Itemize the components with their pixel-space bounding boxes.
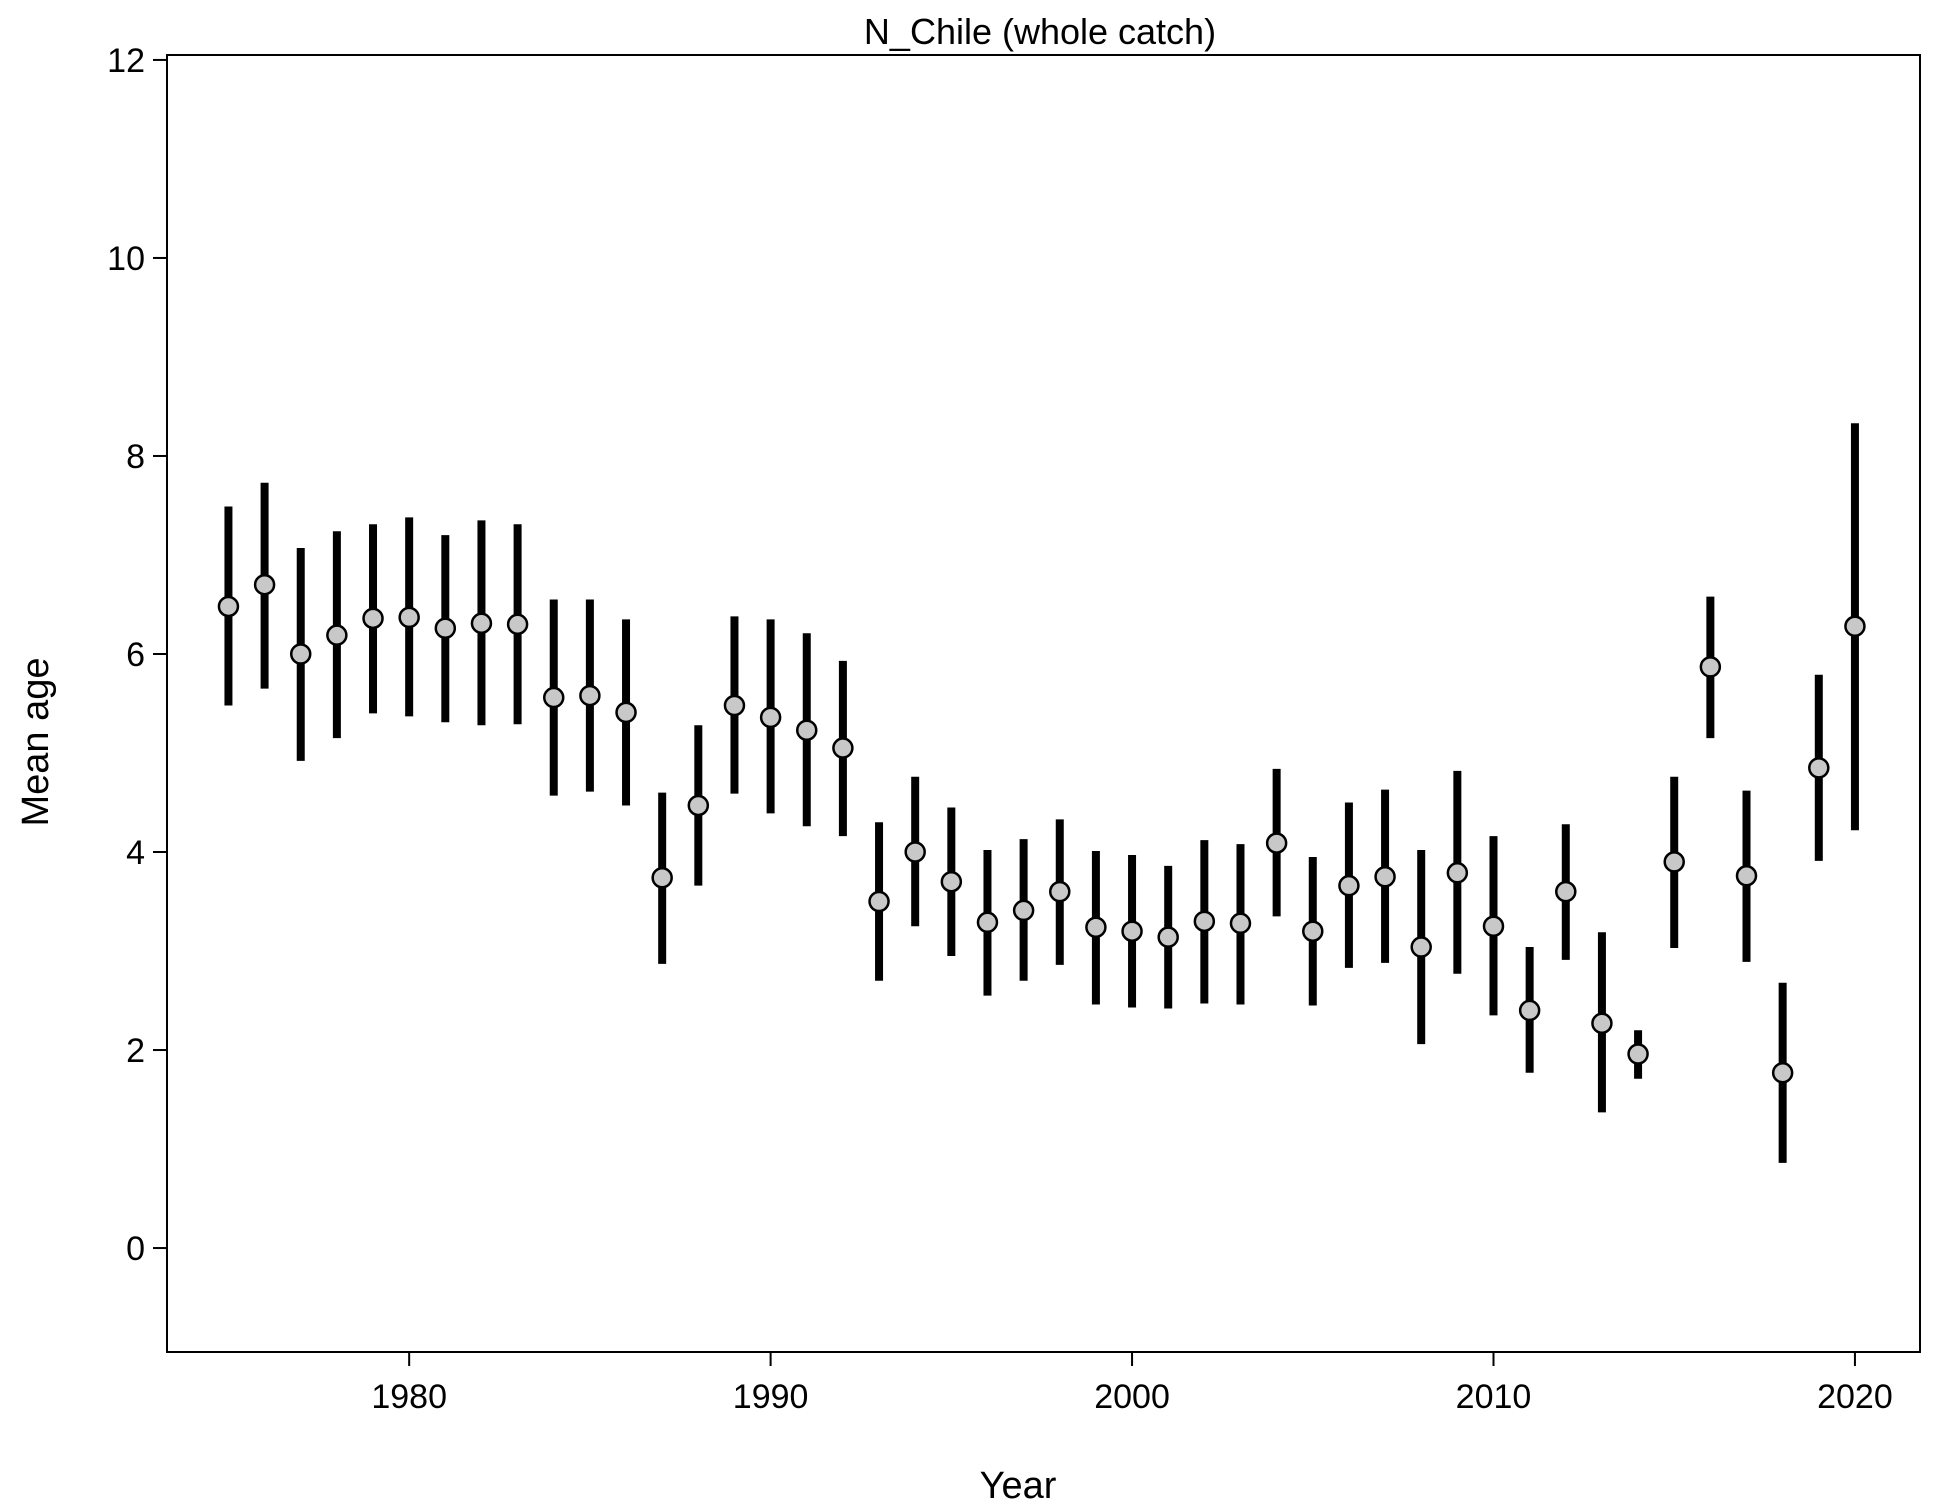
plot-frame [166,54,1921,1353]
mean-points [217,573,1866,1084]
mean-point [759,706,782,729]
mean-point [1518,999,1541,1022]
x-tick-label: 1990 [733,1378,809,1416]
mean-point [470,612,493,635]
mean-point [1591,1012,1613,1035]
mean-point [1808,757,1830,779]
mean-point [832,737,854,759]
x-tick-label: 2010 [1456,1378,1532,1416]
chart-title: N_Chile (whole catch) [864,11,1216,52]
y-axis-label: Mean age [15,657,57,826]
mean-point [1627,1043,1649,1065]
mean-point [253,573,276,596]
error-bars [224,423,1859,1163]
mean-point [1302,920,1324,942]
mean-point [1555,880,1577,903]
mean-point [579,684,601,707]
mean-point [398,606,420,629]
mean-point [687,794,710,817]
mean-point [1844,615,1866,638]
mean-point [1157,926,1179,948]
mean-point [868,890,890,913]
y-tick-label: 0 [126,1230,145,1268]
mean-point [1012,899,1035,922]
x-tick-label: 2020 [1817,1378,1893,1416]
y-axis: 0 2 4 6 8 10 12 [107,42,167,1268]
mean-point [1699,656,1722,678]
mean-point [651,867,673,889]
y-tick-label: 12 [107,42,145,80]
mean-point [1482,915,1505,938]
y-tick-label: 2 [126,1032,145,1070]
mean-point [723,694,746,717]
mean-point [1085,916,1107,939]
x-axis: 1980 1990 2000 2010 2020 [371,1352,1893,1416]
x-tick-label: 1980 [371,1378,447,1416]
mean-point [904,841,926,863]
mean-point [940,870,963,893]
mean-point [506,613,529,636]
y-tick-label: 4 [126,834,145,872]
y-tick-label: 8 [126,438,145,476]
mean-point [217,595,240,618]
mean-point [326,624,348,646]
x-tick-label: 2000 [1094,1378,1170,1416]
mean-point [1663,851,1685,873]
mean-point [1265,832,1288,854]
mean-point [1771,1062,1794,1084]
mean-point [289,643,312,665]
mean-point [615,701,637,724]
mean-point [362,607,384,630]
mean-point [1049,880,1071,903]
mean-point [542,686,565,709]
y-tick-label: 6 [126,636,145,674]
mean-point [1193,910,1216,933]
mean-point [1446,862,1469,884]
mean-point [1735,865,1758,887]
x-axis-label: Year [980,1465,1057,1500]
y-tick-label: 10 [107,240,145,278]
mean-point [796,719,818,741]
mean-point [434,617,457,640]
mean-point [1338,874,1360,897]
mean-point [1229,912,1252,935]
mean-point [1121,920,1143,942]
mean-point [1410,936,1432,958]
mean-point [976,911,999,934]
mean-point [1374,866,1396,888]
